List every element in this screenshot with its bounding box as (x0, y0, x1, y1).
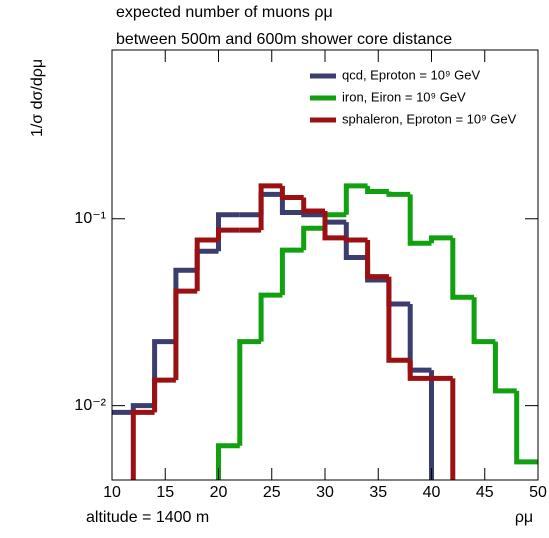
annotation: altitude = 1400 m (86, 509, 209, 526)
histogram-bin (258, 191, 283, 215)
histogram-bin (450, 378, 456, 480)
histogram-bin (514, 390, 538, 465)
legend-label: iron, Eiron = 10⁹ GeV (342, 89, 466, 104)
histogram-bin (322, 211, 347, 241)
x-tick-label: 25 (263, 484, 281, 501)
histogram-bin (173, 267, 198, 342)
histogram-bin (407, 194, 432, 246)
y-tick-label: 10⁻¹ (74, 210, 106, 227)
histogram-bin (152, 377, 176, 413)
histogram-bin (258, 183, 283, 231)
histogram-bin (258, 292, 283, 342)
histogram-bin (130, 409, 155, 480)
histogram-bin (301, 225, 325, 251)
histogram-bin (429, 235, 453, 244)
legend-label: sphaleron, Eproton = 10⁹ GeV (342, 111, 517, 126)
plot-area (112, 183, 538, 480)
histogram-bin (450, 237, 475, 300)
histogram-bin (386, 280, 411, 307)
legend-label: qcd, Eproton = 10⁹ GeV (342, 67, 481, 82)
histogram-bin (216, 227, 240, 240)
x-tick-label: 30 (316, 484, 334, 501)
x-tick-label: 15 (156, 484, 174, 501)
histogram-bin (343, 183, 368, 215)
histogram-bin (365, 239, 389, 280)
histogram-bin (386, 276, 411, 363)
histogram-bin (194, 237, 219, 292)
histogram-bin (343, 222, 368, 261)
x-tick-label: 10 (103, 484, 121, 501)
histogram-bin (429, 370, 434, 480)
histogram-bin (216, 212, 240, 252)
histogram-bin (279, 194, 304, 216)
histogram-bin (279, 185, 304, 200)
histogram-bin (407, 303, 432, 373)
histogram-bin (386, 191, 411, 197)
y-axis-label: 1/σ dσ/dρμ (29, 59, 46, 137)
histogram-bin (152, 339, 176, 406)
histogram-bin (365, 185, 389, 194)
histogram-bin (343, 237, 368, 243)
x-tick-label: 40 (423, 484, 441, 501)
histogram-bin (407, 360, 432, 381)
y-tick-label: 10⁻² (74, 397, 106, 414)
histogram-bin (194, 248, 219, 271)
chart-subtitle: between 500m and 600m shower core distan… (116, 31, 452, 48)
histogram-bin (279, 247, 304, 296)
histogram-bin (471, 297, 496, 345)
x-tick-label: 45 (476, 484, 494, 501)
x-tick-label: 35 (369, 484, 387, 501)
histogram-bin (301, 197, 325, 214)
x-axis-label: ρμ (515, 509, 533, 526)
histogram-bin (492, 341, 517, 394)
x-tick-label: 20 (210, 484, 228, 501)
histogram-bin (216, 443, 240, 480)
histogram-bin (173, 288, 198, 381)
histogram-bin (237, 339, 262, 446)
x-tick-label: 50 (529, 484, 547, 501)
chart-title: expected number of muons ρμ (116, 4, 333, 21)
